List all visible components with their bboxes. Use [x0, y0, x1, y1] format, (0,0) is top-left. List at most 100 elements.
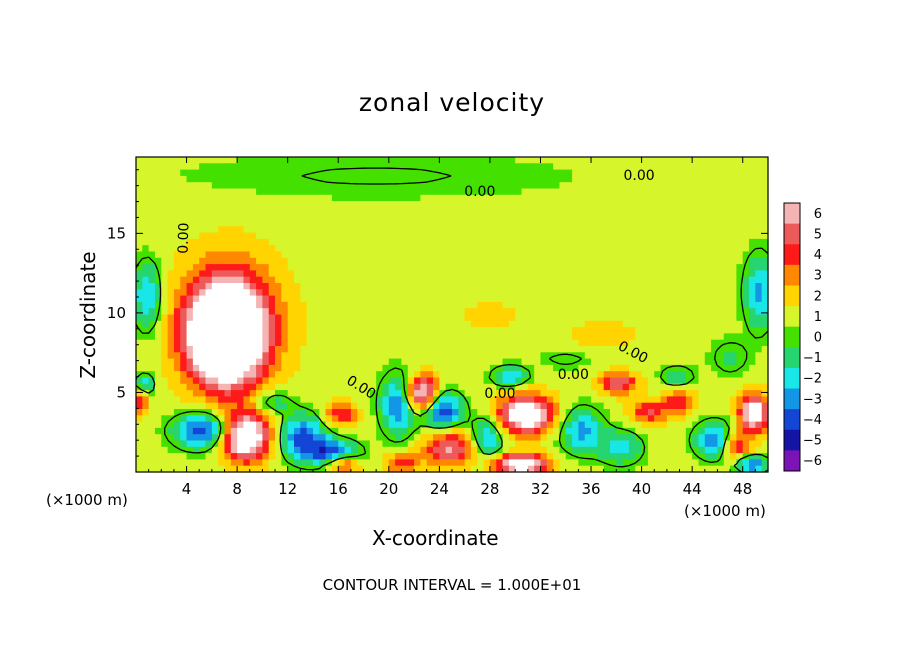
heatmap-cell [477, 390, 485, 397]
heatmap-cell [173, 308, 181, 316]
heatmap-cell [281, 213, 289, 221]
heatmap-cell [546, 339, 554, 347]
heatmap-cell [148, 220, 156, 227]
heatmap-cell [325, 238, 333, 246]
heatmap-cell [647, 238, 655, 246]
heatmap-cell [477, 402, 485, 410]
heatmap-cell [717, 352, 725, 360]
heatmap-cell [477, 427, 485, 435]
heatmap-cell [647, 301, 655, 309]
heatmap-cell [660, 352, 668, 360]
heatmap-cell [407, 440, 415, 448]
heatmap-cell [711, 358, 719, 366]
heatmap-cell [736, 434, 744, 442]
heatmap-cell [673, 415, 681, 423]
heatmap-cell [205, 283, 213, 290]
heatmap-cell [458, 352, 466, 360]
heatmap-cell [666, 314, 674, 322]
heatmap-cell [565, 289, 573, 297]
heatmap-cell [331, 352, 339, 360]
heatmap-cell [761, 301, 769, 309]
heatmap-cell [635, 201, 643, 208]
heatmap-cell [704, 453, 712, 460]
heatmap-cell [717, 245, 725, 253]
heatmap-cell [407, 251, 415, 259]
heatmap-cell [470, 440, 478, 448]
heatmap-cell [376, 427, 384, 435]
heatmap-cell [458, 371, 466, 379]
heatmap-cell [578, 226, 586, 234]
heatmap-cell [167, 194, 175, 202]
heatmap-cell [578, 415, 586, 423]
heatmap-cell [654, 301, 662, 309]
heatmap-cell [161, 327, 169, 334]
heatmap-cell [407, 427, 415, 435]
heatmap-cell [603, 364, 611, 372]
heatmap-cell [470, 333, 478, 341]
heatmap-cell [597, 289, 605, 297]
heatmap-cell [173, 194, 181, 202]
heatmap-cell [338, 295, 346, 303]
heatmap-cell [249, 308, 257, 316]
heatmap-cell [654, 201, 662, 208]
heatmap-cell [610, 308, 617, 316]
heatmap-cell [591, 465, 598, 473]
heatmap-cell [742, 188, 750, 196]
heatmap-cell [698, 188, 706, 196]
heatmap-cell [597, 201, 605, 208]
heatmap-cell [173, 207, 181, 215]
heatmap-cell [477, 364, 485, 372]
heatmap-cell [692, 182, 700, 190]
heatmap-cell [142, 453, 150, 460]
heatmap-cell [553, 157, 561, 164]
heatmap-cell [338, 264, 346, 271]
heatmap-cell [256, 188, 263, 196]
heatmap-cell [154, 415, 162, 423]
heatmap-cell [584, 320, 592, 328]
heatmap-cell [211, 358, 219, 366]
heatmap-cell [654, 371, 662, 379]
heatmap-cell [243, 446, 251, 454]
heatmap-cell [616, 213, 624, 221]
heatmap-cell [749, 352, 756, 360]
heatmap-cell [363, 245, 371, 253]
heatmap-cell [300, 459, 308, 467]
heatmap-cell [647, 201, 655, 208]
heatmap-cell [654, 270, 662, 278]
heatmap-cell [338, 175, 346, 183]
heatmap-cell [698, 453, 706, 460]
heatmap-cell [698, 169, 706, 177]
heatmap-cell [711, 465, 719, 473]
heatmap-cell [730, 402, 737, 410]
heatmap-cell [369, 427, 377, 435]
heatmap-cell [502, 434, 510, 442]
heatmap-cell [294, 352, 301, 360]
heatmap-cell [414, 314, 421, 322]
heatmap-cell [464, 238, 472, 246]
heatmap-cell [420, 226, 428, 234]
heatmap-cell [559, 163, 567, 171]
heatmap-cell [635, 283, 643, 290]
heatmap-cell [382, 169, 390, 177]
heatmap-cell [483, 396, 491, 404]
heatmap-cell [388, 409, 396, 416]
heatmap-cell [717, 238, 725, 246]
heatmap-cell [186, 301, 194, 309]
heatmap-cell [730, 308, 737, 316]
heatmap-cell [344, 238, 352, 246]
heatmap-cell [369, 352, 377, 360]
heatmap-cell [540, 352, 548, 360]
heatmap-cell [565, 232, 573, 240]
heatmap-cell [483, 257, 491, 265]
heatmap-cell [704, 301, 712, 309]
heatmap-cell [376, 352, 384, 360]
heatmap-cell [502, 440, 510, 448]
heatmap-cell [622, 346, 630, 353]
heatmap-cell [666, 327, 674, 334]
heatmap-cell [230, 289, 238, 297]
heatmap-cell [546, 371, 554, 379]
heatmap-cell [154, 320, 162, 328]
heatmap-cell [363, 396, 371, 404]
heatmap-cell [243, 213, 251, 221]
heatmap-cell [654, 346, 662, 353]
